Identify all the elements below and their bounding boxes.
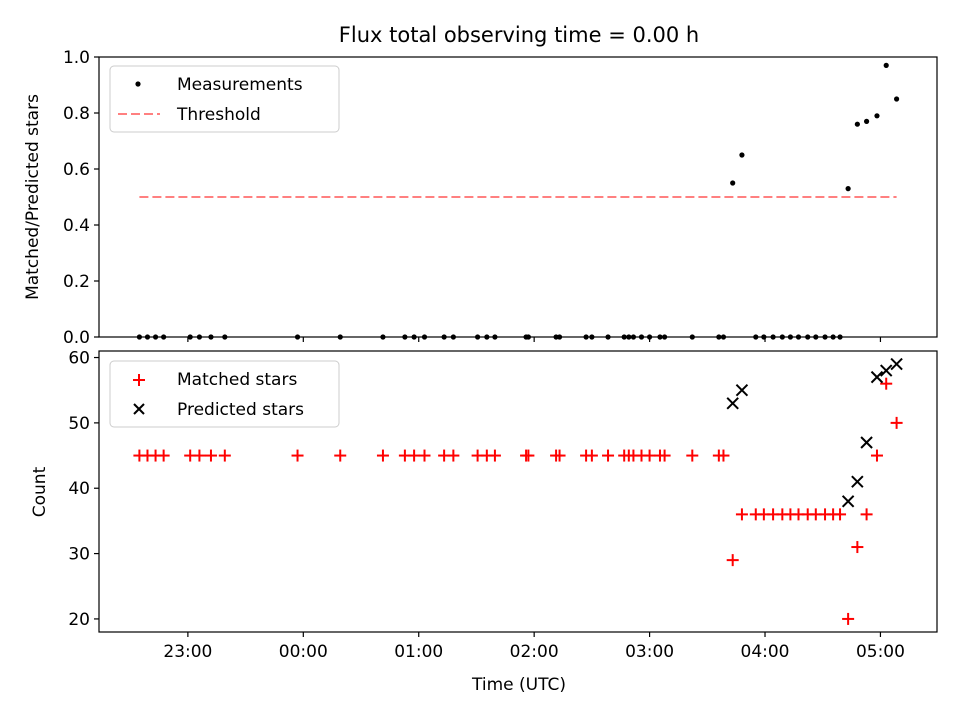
matched-star-point xyxy=(291,449,304,462)
chart-title: Flux total observing time = 0.00 h xyxy=(339,23,699,47)
bottom-xtick-label: 01:00 xyxy=(394,642,443,662)
matched-star-point xyxy=(851,541,864,554)
matched-star-point xyxy=(488,449,501,462)
bottom-ytick-label: 30 xyxy=(68,545,90,565)
matched-star-point xyxy=(717,449,730,462)
matched-star-point xyxy=(860,508,873,521)
bottom-ytick-label: 60 xyxy=(68,349,90,369)
legend-matched-label: Matched stars xyxy=(177,370,297,390)
measurement-point xyxy=(894,96,900,102)
top-ylabel: Matched/Predicted stars xyxy=(23,94,43,300)
measurement-point xyxy=(863,118,870,124)
measurement-point xyxy=(874,113,880,119)
matched-star-point xyxy=(553,449,566,462)
matched-star-point xyxy=(218,449,231,462)
legend-measurements-marker xyxy=(135,81,141,87)
matched-star-point xyxy=(643,449,656,462)
matched-star-point xyxy=(735,508,748,521)
matched-star-point xyxy=(585,449,598,462)
bottom-axes-frame xyxy=(98,350,938,633)
predicted-star-point xyxy=(851,475,864,488)
matched-star-point xyxy=(418,449,431,462)
matched-star-point xyxy=(842,612,855,625)
matched-star-point xyxy=(658,449,671,462)
matched-star-point xyxy=(726,554,739,567)
top-legend-box xyxy=(109,65,340,133)
predicted-star-point xyxy=(860,436,873,449)
bottom-panel: 20 30 40 50 60 23:00 00:00 01:00 02:00 03:00 04:0… xyxy=(30,349,938,695)
predicted-star-point xyxy=(890,357,903,371)
matched-star-point xyxy=(880,377,893,390)
bottom-xtick-label: 23:00 xyxy=(163,642,212,662)
measurement-point xyxy=(854,121,860,127)
bottom-ytick-label: 50 xyxy=(68,414,90,434)
matched-star-point xyxy=(686,449,699,462)
bottom-ytick-label: 40 xyxy=(68,479,90,499)
predicted-star-point xyxy=(735,384,749,397)
matched-star-point xyxy=(157,449,170,462)
legend-predicted-label: Predicted stars xyxy=(177,400,304,420)
bottom-xtick-label: 05:00 xyxy=(856,642,905,662)
matched-star-point xyxy=(447,449,460,462)
top-legend: Measurements Threshold xyxy=(109,65,340,133)
predicted-star-point xyxy=(841,495,855,508)
predicted-star-point xyxy=(726,397,739,410)
top-ytick-label: 0.0 xyxy=(63,328,90,348)
bottom-xtick-label: 02:00 xyxy=(510,642,559,662)
bottom-legend: Matched stars Predicted stars xyxy=(109,360,340,428)
bottom-xtick-label: 03:00 xyxy=(625,642,674,662)
legend-measurements-label: Measurements xyxy=(177,75,303,95)
matched-star-point xyxy=(376,449,389,462)
measurement-point xyxy=(845,186,851,192)
bottom-xlabel: Time (UTC) xyxy=(471,675,566,695)
matched-star-point xyxy=(602,449,615,462)
bottom-xtick-label: 00:00 xyxy=(279,642,328,662)
matched-star-point xyxy=(193,449,206,462)
top-ytick-label: 0.2 xyxy=(63,272,90,292)
bottom-xtick-label: 04:00 xyxy=(741,642,790,662)
top-ytick-label: 0.8 xyxy=(63,104,90,124)
legend-matched-marker xyxy=(133,374,145,386)
bottom-legend-box xyxy=(109,360,340,428)
matched-star-point xyxy=(522,449,535,462)
matched-star-point xyxy=(870,449,883,462)
matched-star-point xyxy=(334,449,347,462)
bottom-ylabel: Count xyxy=(30,466,50,517)
measurement-point xyxy=(739,152,745,158)
predicted-star-point xyxy=(870,370,884,384)
measurement-point xyxy=(883,62,889,68)
matched-star-point xyxy=(408,449,421,462)
legend-threshold-label: Threshold xyxy=(176,105,261,125)
top-ytick-label: 0.6 xyxy=(63,160,90,180)
matched-star-point xyxy=(834,508,847,521)
bottom-ytick-label: 20 xyxy=(68,610,90,630)
predicted-star-point xyxy=(880,364,893,377)
top-ytick-label: 1.0 xyxy=(63,48,90,68)
top-panel: 0.0 0.2 0.4 0.6 0.8 1.0 Matched/Predicted sta… xyxy=(23,48,938,348)
matched-star-point xyxy=(204,449,217,462)
top-ytick-label: 0.4 xyxy=(63,216,90,236)
top-axes-frame xyxy=(98,56,938,338)
measurement-point xyxy=(730,180,736,186)
matched-star-point xyxy=(890,416,903,429)
legend-predicted-marker xyxy=(133,403,145,415)
